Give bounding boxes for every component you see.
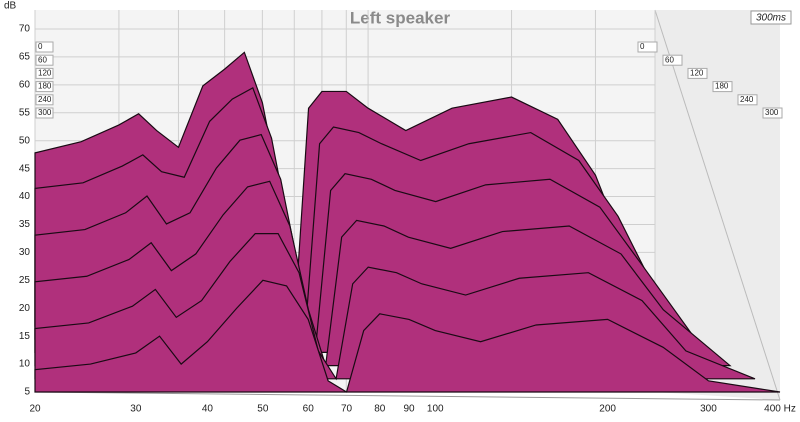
y-tick-label: 35 [19,219,31,230]
labels: 5 10 15 20 25 30 35 40 45 50 55 60 65 70 20 30 40 50 60 70 8… [19,24,796,415]
time-tag [662,54,683,66]
x-tick-label: 80 [374,404,386,415]
time-tick-label: 60 [38,55,47,64]
y-tick-label: 5 [24,387,30,398]
time-tick-label: 0 [38,42,43,51]
time-tag [35,54,54,66]
time-tag [737,94,758,106]
y-tick-label: 60 [19,79,31,90]
x-tick-label: 300 [700,404,717,415]
time-tag [35,41,54,53]
time-tick-label: 120 [38,69,52,78]
time-tag [712,81,733,93]
y-tick-label: 30 [19,247,31,258]
time-tick-label: 60 [665,55,674,64]
x-tick-label: 50 [257,404,269,415]
chart-title: Left speaker [350,8,451,27]
x-tick-label: 70 [341,404,353,415]
time-tag [762,107,783,119]
y-tick-label: 45 [19,163,31,174]
y-tick-label: 20 [19,303,31,314]
time-tick-label: 240 [740,95,754,104]
time-tag [637,41,658,53]
time-box [750,10,792,25]
time-tag [35,94,54,106]
y-tick-label: 25 [19,275,31,286]
y-tick-label: 50 [19,135,31,146]
y-tick-label: 15 [19,331,31,342]
time-label: 300ms [756,13,786,24]
y-tick-label: 70 [19,24,31,35]
time-tag [35,107,54,119]
x-tick-label: 100 [427,404,444,415]
slice [34,279,781,393]
time-tick-label: 300 [765,108,779,117]
x-tick-label: 400 Hz [764,404,796,415]
x-tick-label: 90 [403,404,415,415]
time-tick-label: 180 [38,82,52,91]
floor-edge [34,391,781,401]
y-tick-label: 40 [19,191,31,202]
waterfall [34,51,781,393]
x-tick-label: 60 [303,404,315,415]
time-tick-label: 120 [690,69,704,78]
depth-edge [654,9,781,401]
y-tick-label: 55 [19,107,31,118]
time-tick-label: 0 [640,42,645,51]
time-tick-label: 180 [715,82,729,91]
time-tag [687,67,708,79]
time-tag [35,67,54,79]
time-tick-label: 300 [38,108,52,117]
x-tick-label: 200 [599,404,616,415]
x-tick-label: 20 [29,404,41,415]
x-tick-label: 30 [130,404,142,415]
y-tick-label: 65 [19,52,31,63]
y-axis-label: dB [4,1,17,12]
time-tick-label: 240 [38,95,52,104]
y-tick-label: 10 [19,359,31,370]
x-tick-label: 40 [202,404,214,415]
time-tag [35,81,54,93]
